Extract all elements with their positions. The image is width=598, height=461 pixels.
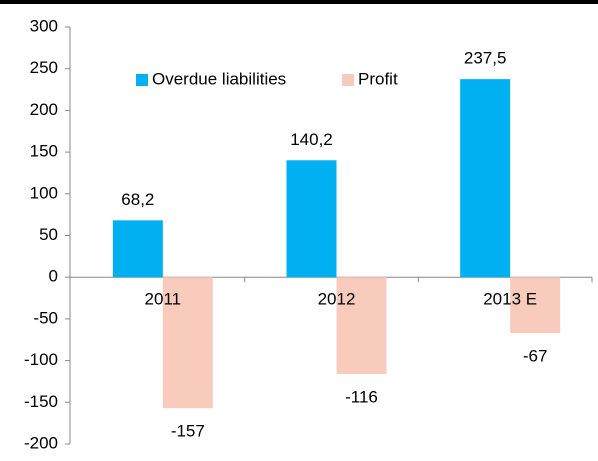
- bar: [460, 79, 511, 278]
- legend-label: Profit: [358, 69, 398, 88]
- bar: [162, 277, 213, 409]
- data-label: -157: [171, 422, 205, 441]
- bar: [286, 160, 337, 278]
- x-tick-label: 2012: [318, 290, 356, 309]
- bar: [112, 220, 163, 278]
- x-tick-label: 2011: [145, 290, 182, 309]
- y-tick-label: -200: [24, 433, 58, 452]
- legend-swatch: [342, 74, 354, 86]
- data-label: 237,5: [464, 49, 507, 68]
- bar: [510, 277, 561, 334]
- data-label: -116: [345, 387, 378, 406]
- legend-label: Overdue liabilities: [152, 69, 286, 88]
- y-tick-label: -50: [33, 308, 58, 327]
- y-tick-label: 150: [30, 142, 58, 161]
- y-tick-label: 300: [30, 16, 58, 35]
- y-tick-label: 0: [49, 267, 58, 286]
- legend-swatch: [136, 74, 148, 86]
- data-label: -67: [523, 347, 548, 366]
- y-tick-label: 250: [30, 58, 58, 77]
- y-tick-label: -150: [24, 392, 58, 411]
- data-label: 140,2: [290, 130, 333, 149]
- y-tick-label: 100: [30, 183, 58, 202]
- bar: [336, 277, 387, 374]
- y-tick-label: 50: [39, 225, 58, 244]
- x-tick-label: 2013 E: [483, 290, 537, 309]
- y-tick-label: 200: [30, 100, 58, 119]
- top-border: [0, 0, 598, 4]
- data-label: 68,2: [121, 190, 154, 209]
- y-tick-label: -100: [24, 350, 58, 369]
